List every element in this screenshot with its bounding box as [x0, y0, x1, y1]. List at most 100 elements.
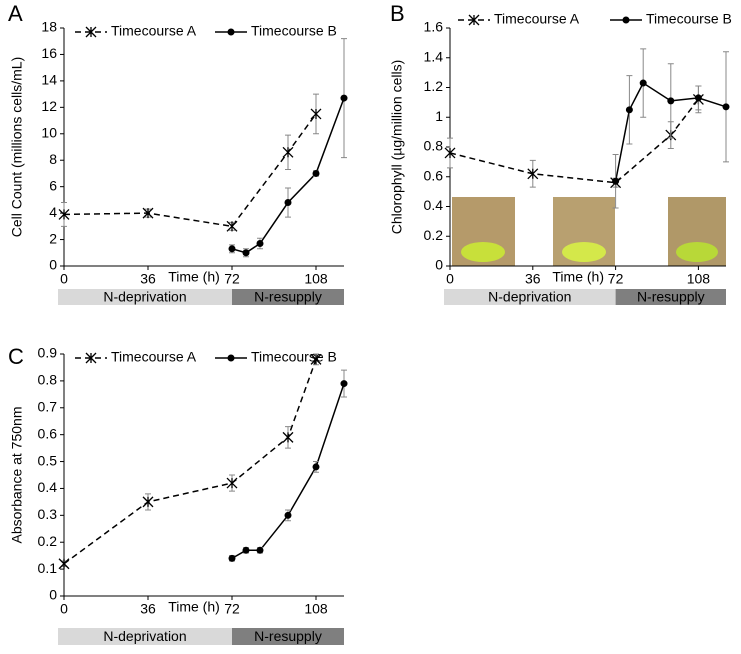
y-axis-title: Cell Count (millions cells/mL)	[9, 57, 25, 238]
marker-circle	[625, 106, 633, 114]
x-tick-label: 0	[446, 271, 454, 287]
marker-circle	[284, 511, 292, 519]
legend-label: Timecourse B	[646, 11, 732, 27]
y-tick-label: 1.4	[424, 48, 444, 64]
marker-circle	[722, 103, 730, 111]
legend-marker	[468, 14, 480, 26]
marker-circle	[242, 546, 250, 554]
x-tick-label: 108	[304, 601, 328, 617]
y-tick-label: 0.1	[38, 560, 58, 576]
marker-star	[527, 168, 539, 180]
marker-star	[282, 431, 294, 443]
x-tick-label: 72	[224, 601, 240, 617]
y-tick-label: 14	[41, 72, 57, 88]
series-line	[231, 97, 345, 254]
y-tick-label: 10	[41, 124, 57, 140]
marker-star	[310, 353, 322, 365]
flask-photos	[452, 197, 726, 266]
y-tick-label: 0.7	[38, 398, 58, 414]
marker-star	[58, 558, 70, 570]
y-tick-label: 1.2	[424, 78, 444, 94]
series-line	[231, 383, 345, 560]
legend-marker	[85, 26, 97, 38]
y-tick-label: 0.5	[38, 452, 58, 468]
marker-circle	[667, 97, 675, 105]
y-tick-label: 0.9	[38, 345, 58, 361]
panel-letter: C	[8, 344, 24, 369]
series-line	[63, 359, 317, 565]
x-tick-label: 36	[140, 271, 156, 287]
x-tick-label: 72	[608, 271, 624, 287]
y-tick-label: 0.8	[424, 138, 444, 154]
legend-marker	[227, 354, 235, 362]
x-tick-label: 108	[304, 271, 328, 287]
phase-bar	[58, 628, 232, 645]
y-tick-label: 16	[41, 45, 57, 61]
y-tick-label: 1	[435, 108, 443, 124]
y-axis-title: Absorbance at 750nm	[9, 407, 25, 544]
y-tick-label: 0.6	[424, 167, 444, 183]
y-tick-label: 0.6	[38, 425, 58, 441]
y-tick-label: 1.6	[424, 19, 444, 35]
y-tick-label: 6	[49, 177, 57, 193]
legend-label: Timecourse A	[111, 349, 197, 365]
legend-label: Timecourse A	[494, 11, 580, 27]
phase-bar	[615, 289, 726, 305]
legend-label: Timecourse B	[251, 349, 337, 365]
phase-bar	[232, 289, 344, 305]
series-line	[63, 113, 317, 228]
marker-circle	[312, 169, 320, 177]
y-tick-label: 0.8	[38, 372, 58, 388]
marker-star	[142, 496, 154, 508]
marker-star	[142, 207, 154, 219]
legend-label: Timecourse A	[111, 23, 197, 39]
y-tick-label: 2	[49, 230, 57, 246]
x-tick-label: 0	[60, 601, 68, 617]
y-tick-label: 0	[435, 257, 443, 273]
phase-label: N-deprivation	[488, 289, 571, 305]
phase-bar	[232, 628, 344, 645]
flask-culture	[562, 242, 606, 262]
marker-circle	[612, 177, 620, 185]
phase-bar	[444, 289, 616, 305]
panel-letter: A	[8, 1, 23, 26]
x-tick-label: 36	[525, 271, 541, 287]
y-tick-label: 0.4	[424, 197, 444, 213]
phase-label: N-deprivation	[103, 628, 186, 644]
x-tick-label: 36	[140, 601, 156, 617]
phase-label: N-resupply	[637, 289, 705, 305]
marker-circle	[228, 245, 236, 253]
phase-label: N-resupply	[254, 628, 322, 644]
y-tick-label: 12	[41, 98, 57, 114]
marker-star	[282, 146, 294, 158]
y-tick-label: 0	[49, 587, 57, 603]
y-tick-label: 0.3	[38, 506, 58, 522]
x-tick-label: 108	[687, 271, 711, 287]
marker-star	[310, 108, 322, 120]
marker-star	[58, 208, 70, 220]
marker-circle	[639, 79, 647, 87]
phase-label: N-deprivation	[103, 289, 186, 305]
legend-marker	[85, 352, 97, 364]
legend-marker	[227, 28, 235, 36]
y-tick-label: 0.2	[38, 533, 58, 549]
marker-circle	[228, 554, 236, 562]
marker-circle	[694, 94, 702, 102]
marker-circle	[340, 380, 348, 388]
legend-label: Timecourse B	[251, 23, 337, 39]
marker-circle	[340, 94, 348, 102]
y-tick-label: 8	[49, 151, 57, 167]
marker-star	[226, 220, 238, 232]
x-axis-title: Time (h)	[552, 269, 604, 285]
y-tick-label: 0	[49, 257, 57, 273]
marker-circle	[284, 199, 292, 207]
marker-star	[226, 477, 238, 489]
y-tick-label: 0.2	[424, 227, 444, 243]
y-axis-title: Chlorophyll (µg/million cells)	[389, 60, 405, 235]
flask-culture	[676, 242, 718, 262]
x-tick-label: 72	[224, 271, 240, 287]
marker-circle	[242, 249, 250, 257]
marker-star	[444, 147, 456, 159]
y-tick-label: 18	[41, 19, 57, 35]
